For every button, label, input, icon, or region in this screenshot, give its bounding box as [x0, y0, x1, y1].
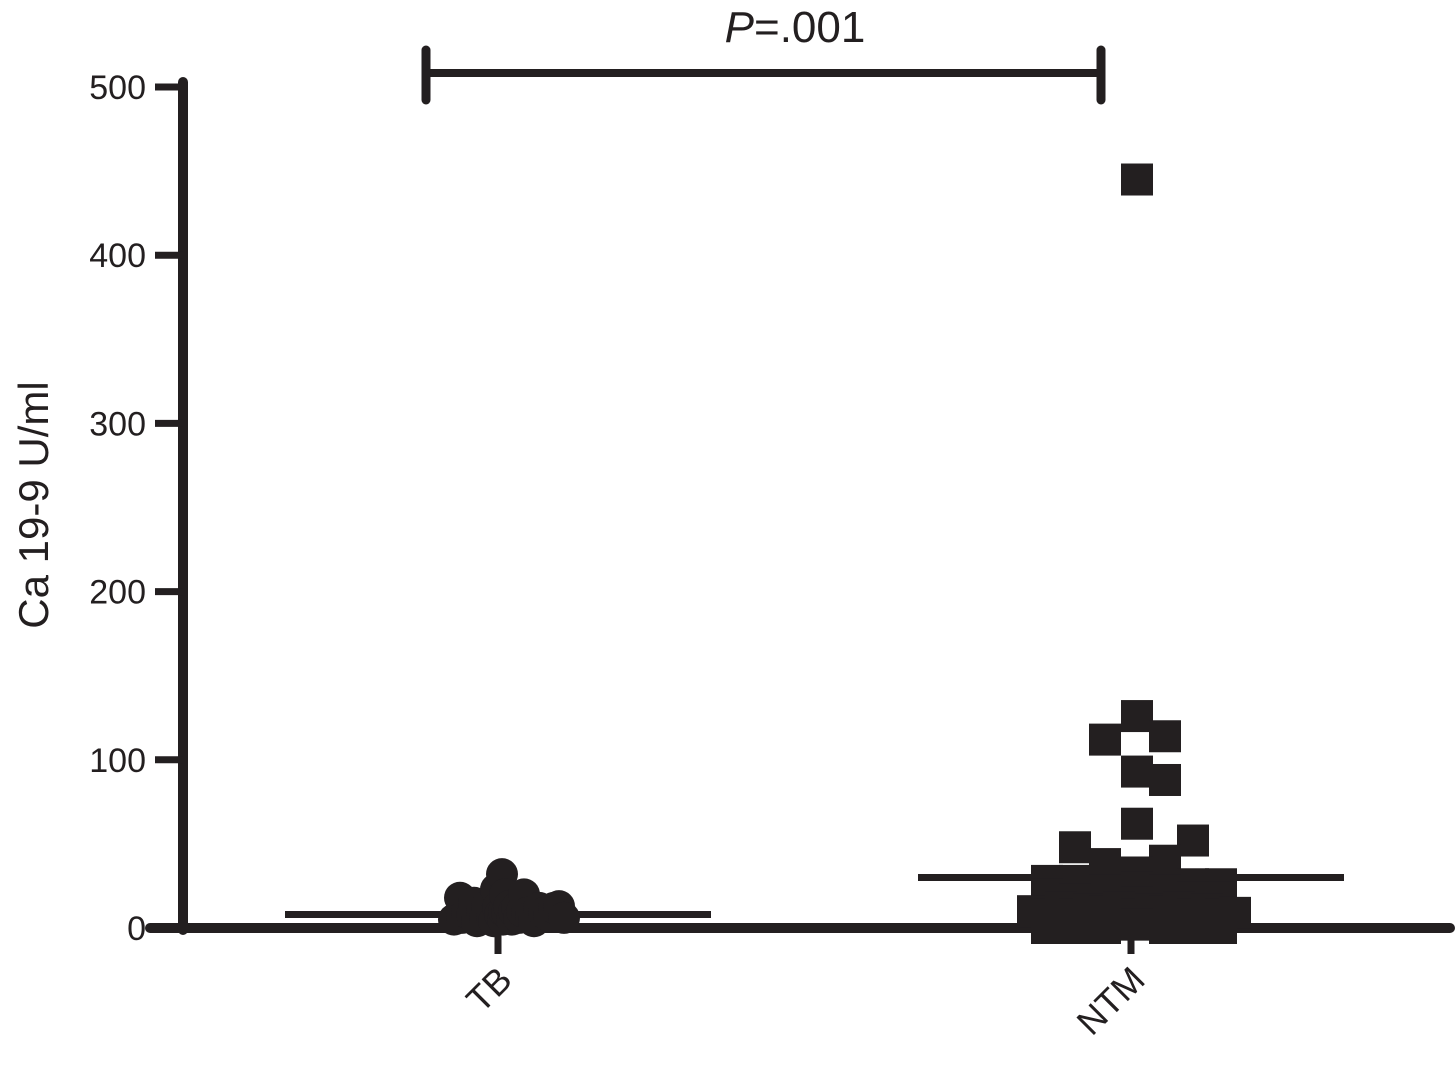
y-axis-label: Ca 19-9 U/ml: [10, 381, 57, 628]
y-tick-label: 300: [89, 405, 146, 443]
data-point: [1177, 824, 1209, 857]
data-point: [1205, 912, 1237, 944]
data-point: [1089, 912, 1121, 944]
category-label: NTM: [1069, 959, 1153, 1043]
p-value-prefix: P: [725, 3, 755, 52]
y-tick-label: 0: [127, 910, 146, 948]
data-point: [1149, 844, 1181, 877]
data-point: [548, 901, 580, 934]
category-label: TB: [458, 959, 520, 1021]
significance-bracket: P=.001: [421, 3, 1106, 105]
data-point: [1031, 912, 1063, 944]
data-point: [1089, 723, 1121, 756]
data-point: [1177, 912, 1209, 944]
y-tick-label: 500: [89, 69, 146, 107]
data-points: [438, 163, 1251, 944]
data-point: [1149, 912, 1181, 944]
data-point: [1121, 700, 1153, 733]
data-point: [1149, 763, 1181, 796]
p-value-label: P=.001: [725, 3, 866, 52]
y-tick-label: 100: [89, 742, 146, 780]
data-point: [1121, 755, 1153, 788]
data-point: [1121, 163, 1153, 196]
y-tick-label: 400: [89, 237, 146, 275]
p-value-number: =.001: [754, 3, 865, 52]
y-ticks: 0 100 200 300 400 500: [89, 69, 183, 948]
data-point: [1121, 908, 1153, 941]
y-tick-label: 200: [89, 574, 146, 612]
data-point: [1121, 807, 1153, 840]
data-point: [1059, 912, 1091, 944]
category-labels: TB NTM: [458, 928, 1153, 1043]
data-point: [1089, 848, 1121, 881]
data-point: [1149, 720, 1181, 753]
data-point: [1059, 831, 1091, 864]
